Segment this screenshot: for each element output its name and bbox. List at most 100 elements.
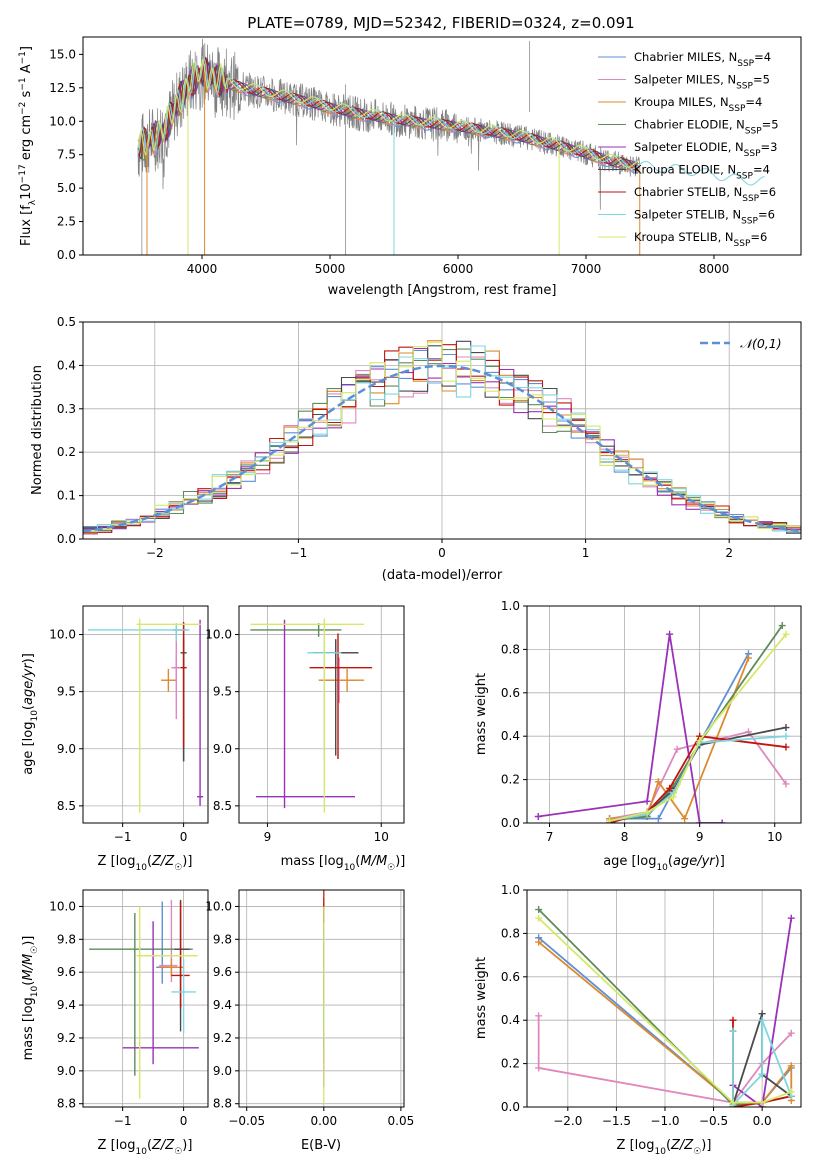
y-tick-label: 9.6 xyxy=(213,965,232,979)
x-tick-label: −1.5 xyxy=(602,1114,631,1128)
y-tick-label: 0.8 xyxy=(501,642,520,656)
series-line xyxy=(538,634,723,823)
plus-marker xyxy=(782,724,790,732)
residuals-frame: −2 −1 0 1 2 0.0 0.1 0.2 0.3 0.4 0.5 𝒩(0,1) xyxy=(57,315,802,560)
x-tick-label: 0 xyxy=(180,1114,188,1128)
x-axis-label: age [log10(age/yr)] xyxy=(603,854,725,873)
plus-marker xyxy=(758,1016,766,1024)
x-tick-label: 0.00 xyxy=(310,1114,337,1128)
x-tick-label: −0.5 xyxy=(699,1114,728,1128)
x-tick-label: 0.05 xyxy=(388,1114,415,1128)
y-axis-label: age [log10(age/yr)] xyxy=(21,653,40,775)
y-tick-label: 0.0 xyxy=(57,532,76,546)
axes-frame xyxy=(526,889,802,1108)
y-axis-label: Normed distribution xyxy=(30,365,45,495)
plus-marker xyxy=(534,812,542,820)
x-tick-label: 8 xyxy=(621,830,629,844)
x-tick-label: 0 xyxy=(438,546,446,560)
y-tick-label: 10.0 xyxy=(49,899,76,913)
plus-marker xyxy=(729,1027,737,1035)
legend-label: Chabrier ELODIE, NSSP=5 xyxy=(634,118,779,137)
plus-marker xyxy=(535,906,543,914)
y-tick-label: 0.0 xyxy=(501,816,520,830)
x-tick-label: 6000 xyxy=(443,262,474,276)
y-tick-label: 1.0 xyxy=(501,883,520,897)
y-tick-label: 9.0 xyxy=(57,742,76,756)
y-axis-label: mass weight xyxy=(474,673,489,755)
plus-marker xyxy=(673,745,681,753)
axes-frame xyxy=(82,36,802,256)
plus-marker xyxy=(666,784,674,792)
plus-marker xyxy=(782,732,790,740)
y-tick-label: 9.0 xyxy=(57,1064,76,1078)
y-tick-label: 10.0 xyxy=(205,628,232,642)
y-tick-label: 15.0 xyxy=(49,47,76,61)
y-tick-label: 0.4 xyxy=(501,1013,520,1027)
plus-marker xyxy=(729,1099,737,1107)
x-tick-label: 5000 xyxy=(315,262,346,276)
x-tick-label: 10 xyxy=(767,830,782,844)
y-tick-label: 0.1 xyxy=(57,489,76,503)
y-tick-label: 8.5 xyxy=(213,799,232,813)
plus-marker xyxy=(782,630,790,638)
x-tick-label: −1.0 xyxy=(650,1114,679,1128)
legend-label: Salpeter STELIB, NSSP=6 xyxy=(634,208,775,227)
y-tick-label: 9.0 xyxy=(213,742,232,756)
y-tick-label: 9.5 xyxy=(213,685,232,699)
age-mass-plot xyxy=(250,618,373,813)
residuals-axes: −2 −1 0 1 2 0.0 0.1 0.2 0.3 0.4 0.5 𝒩(0,1) xyxy=(57,315,802,560)
y-tick-label: 9.4 xyxy=(57,998,76,1012)
y-tick-label: 10.0 xyxy=(49,628,76,642)
legend-label: Kroupa ELODIE, NSSP=4 xyxy=(634,163,770,182)
x-tick-label: 1 xyxy=(582,546,590,560)
y-axis-label: mass weight xyxy=(474,957,489,1039)
normal-curve xyxy=(83,364,801,533)
axes-frame xyxy=(82,889,209,1108)
y-tick-label: 8.8 xyxy=(57,1097,76,1111)
x-axis-label: Z [log10(Z/Z☉)] xyxy=(617,1138,712,1157)
mw-age-axes: 7 8 9 10 0.0 0.2 0.4 0.6 0.8 1.0 xyxy=(501,599,802,844)
x-tick-label: −1 xyxy=(290,546,308,560)
x-axis-label: Z [log10(Z/Z☉)] xyxy=(98,854,193,873)
spectrum-frame: 4000 5000 6000 7000 8000 0.0 2.5 5.0 7.5 10.0 12.5… xyxy=(49,36,802,276)
plus-marker xyxy=(782,743,790,751)
plus-marker xyxy=(535,938,543,946)
y-tick-label: 9.2 xyxy=(213,1031,232,1045)
y-tick-label: 0.2 xyxy=(57,445,76,459)
plus-marker xyxy=(787,1062,795,1070)
x-tick-label: 0 xyxy=(180,830,188,844)
legend-label: Salpeter ELODIE, NSSP=3 xyxy=(634,140,777,159)
y-tick-label: 0.8 xyxy=(501,926,520,940)
plus-marker xyxy=(787,1029,795,1037)
y-tick-label: 9.5 xyxy=(57,685,76,699)
x-tick-label: 2 xyxy=(725,546,733,560)
x-tick-label: −2 xyxy=(146,546,164,560)
y-tick-label: 10.0 xyxy=(49,114,76,128)
x-tick-label: 8000 xyxy=(699,262,730,276)
y-tick-label: 9.6 xyxy=(57,965,76,979)
y-tick-label: 10.0 xyxy=(205,899,232,913)
model-spectrum xyxy=(137,56,639,171)
axes-frame xyxy=(238,605,405,824)
x-axis-label: (data-model)/error xyxy=(382,568,503,583)
residuals-plot xyxy=(83,340,801,535)
legend-label: Kroupa STELIB, NSSP=6 xyxy=(634,230,767,249)
y-tick-label: 2.5 xyxy=(57,215,76,229)
age-mass-frame: 9 10 8.5 9.0 9.5 10.0 xyxy=(205,605,405,844)
axes-frame xyxy=(238,889,405,1108)
x-axis-label: Z [log10(Z/Z☉)] xyxy=(98,1138,193,1157)
model-spectrum xyxy=(137,58,640,172)
plus-marker xyxy=(718,819,726,823)
y-tick-label: 0.2 xyxy=(501,1057,520,1071)
plus-marker xyxy=(696,737,704,745)
series-line xyxy=(609,633,787,822)
plus-marker xyxy=(643,808,651,816)
histogram-series xyxy=(83,348,801,532)
y-tick-label: 9.2 xyxy=(57,1031,76,1045)
plus-marker xyxy=(778,622,786,630)
mw-age-frame: 7 8 9 10 0.0 0.2 0.4 0.6 0.8 1.0 xyxy=(501,599,802,844)
y-tick-label: 0.6 xyxy=(501,970,520,984)
plus-marker xyxy=(782,780,790,788)
x-axis-label: mass [log10(M/M☉)] xyxy=(281,854,406,873)
